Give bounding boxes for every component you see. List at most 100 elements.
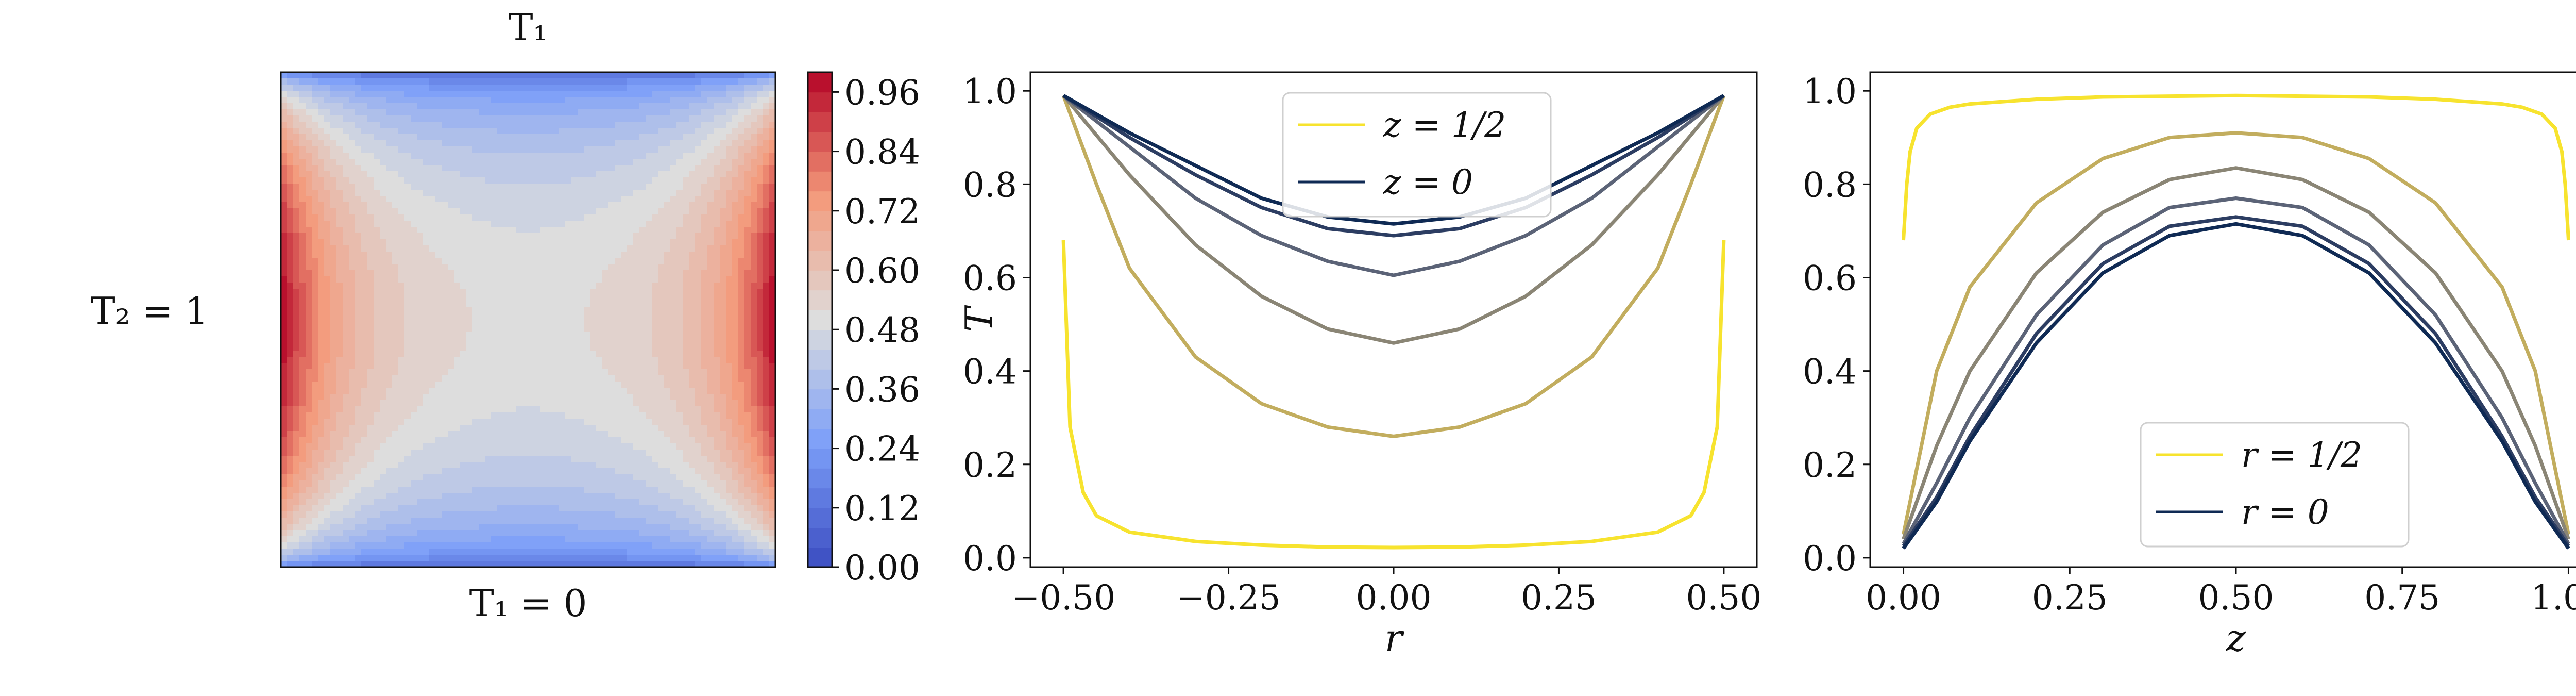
heatmap-cell [608, 320, 615, 326]
heatmap-cell [404, 462, 411, 469]
heatmap-cell [553, 505, 560, 512]
heatmap-cell [306, 301, 312, 308]
heatmap-cell [528, 375, 535, 382]
heatmap-cell [392, 283, 399, 289]
heatmap-cell [547, 184, 553, 190]
heatmap-cell [306, 214, 312, 221]
heatmap-cell [380, 245, 386, 252]
heatmap-cell [553, 369, 560, 376]
heatmap-cell [590, 289, 597, 295]
heatmap-cell [658, 283, 665, 289]
heatmap-cell [664, 72, 671, 79]
heatmap-cell [318, 165, 325, 172]
heatmap-cell [646, 171, 652, 178]
heatmap-cell [299, 363, 306, 370]
heatmap-cell [299, 159, 306, 165]
heatmap-cell [460, 518, 467, 524]
heatmap-cell [479, 456, 485, 462]
heatmap-cell [571, 190, 578, 196]
heatmap-cell [380, 493, 386, 500]
heatmap-cell [392, 276, 399, 283]
heatmap-cell [553, 344, 560, 351]
heatmap-cell [318, 351, 325, 357]
heatmap-cell [404, 425, 411, 432]
heatmap-cell [472, 208, 479, 215]
heatmap-cell [287, 555, 294, 561]
heatmap-cell [336, 561, 343, 567]
heatmap-cell [435, 115, 442, 122]
heatmap-cell [621, 326, 628, 333]
heatmap-cell [565, 140, 572, 147]
heatmap-cell [367, 338, 374, 345]
heatmap-cell [343, 375, 349, 382]
heatmap-cell [293, 375, 300, 382]
heatmap-cell [621, 542, 628, 549]
heatmap-cell [571, 177, 578, 184]
heatmap-cell [584, 499, 590, 506]
heatmap-cell [281, 190, 287, 196]
heatmap-cell [479, 214, 485, 221]
heatmap-cell [491, 196, 498, 203]
heatmap-cell [330, 524, 337, 531]
heatmap-cell [435, 499, 442, 506]
heatmap-cell [571, 443, 578, 450]
heatmap-cell [559, 351, 566, 357]
heatmap-cell [336, 462, 343, 469]
heatmap-cell [380, 227, 386, 234]
heatmap-cell [423, 109, 430, 116]
heatmap-cell [299, 221, 306, 227]
heatmap-cell [528, 221, 535, 227]
heatmap-cell [287, 351, 294, 357]
heatmap-cell [318, 382, 325, 388]
heatmap-cell [343, 437, 349, 444]
heatmap-cell [312, 555, 318, 561]
heatmap-cell [386, 375, 393, 382]
heatmap-cell [540, 320, 547, 326]
heatmap-cell [516, 499, 522, 506]
heatmap-cell [540, 115, 547, 122]
heatmap-cell [528, 555, 535, 561]
heatmap-cell [646, 487, 652, 493]
heatmap-cell [510, 227, 516, 234]
heatmap-cell [429, 128, 436, 135]
heatmap-cell [386, 443, 393, 450]
heatmap-cell [491, 301, 498, 308]
heatmap-cell [633, 332, 640, 339]
heatmap-cell [534, 140, 541, 147]
heatmap-cell [466, 505, 473, 512]
heatmap-cell [380, 146, 386, 153]
heatmap-cell [324, 283, 331, 289]
heatmap-cell [281, 202, 287, 209]
heatmap-cell [343, 474, 349, 481]
heatmap-cell [646, 122, 652, 128]
heatmap-cell [664, 245, 671, 252]
heatmap-cell [646, 375, 652, 382]
heatmap-cell [503, 326, 510, 333]
heatmap-cell [553, 301, 560, 308]
heatmap-cell [540, 493, 547, 500]
heatmap-cell [485, 159, 492, 165]
heatmap-cell [639, 313, 646, 320]
heatmap-cell [380, 202, 386, 209]
heatmap-cell [547, 487, 553, 493]
heatmap-cell [398, 326, 405, 333]
heatmap-cell [571, 505, 578, 512]
heatmap-cell [281, 561, 287, 567]
heatmap-cell [479, 171, 485, 178]
heatmap-cell [491, 276, 498, 283]
heatmap-cell [435, 202, 442, 209]
heatmap-cell [336, 171, 343, 178]
heatmap-cell [299, 344, 306, 351]
heatmap-cell [318, 202, 325, 209]
heatmap-cell [423, 344, 430, 351]
heatmap-cell [324, 524, 331, 531]
heatmap-cell [435, 375, 442, 382]
heatmap-cell [646, 480, 652, 487]
heatmap-cell [658, 115, 665, 122]
heatmap-cell [534, 357, 541, 363]
heatmap-cell [411, 369, 417, 376]
heatmap-cell [281, 388, 287, 394]
heatmap-cell [324, 493, 331, 500]
heatmap-cell [584, 270, 590, 277]
heatmap-cell [652, 295, 658, 302]
